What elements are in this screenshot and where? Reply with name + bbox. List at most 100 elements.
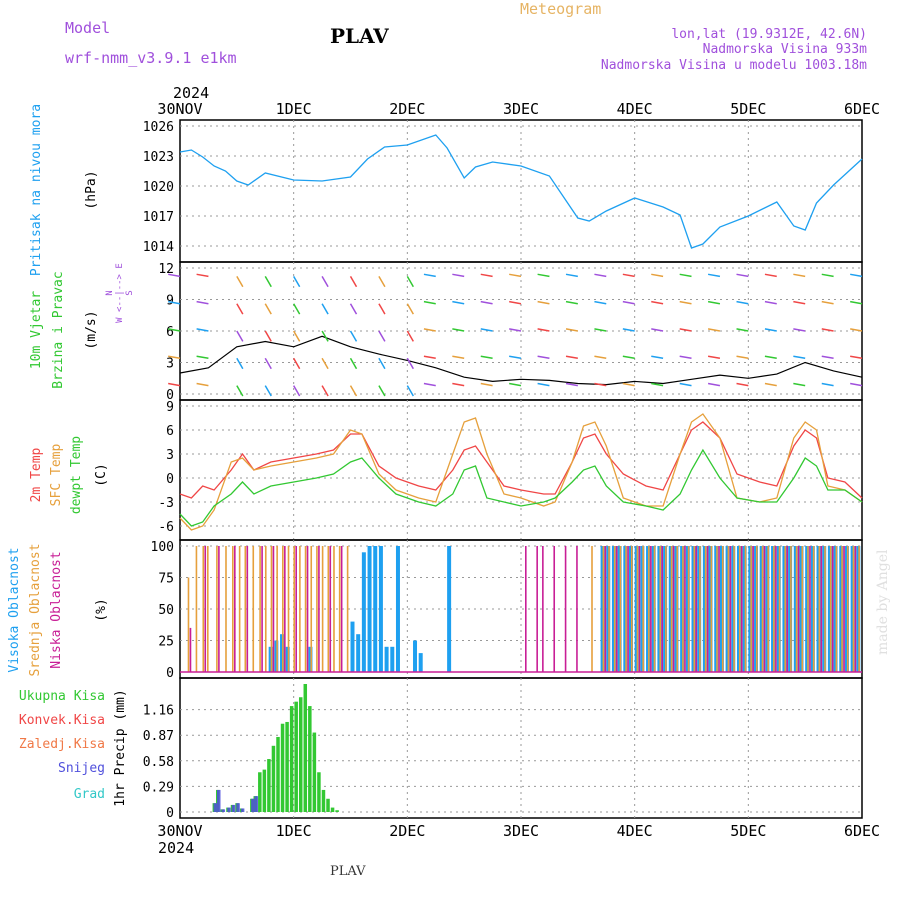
precip-legend: Ukupna Kisa Konvek.Kisa Zaledj.Kisa Snij… <box>19 689 128 807</box>
wind-arrow <box>264 330 272 342</box>
wind-arrow <box>679 300 692 305</box>
wind-arrow <box>707 382 721 387</box>
cloud-bar <box>333 546 335 672</box>
cloud-bar <box>318 546 320 672</box>
pressure-ytick-label: 1014 <box>143 240 174 255</box>
plot-area: 30NOV 30NOV 1DEC 1DEC 2DEC 2DEC 3DEC 3DEC 4DEC 4D… <box>143 100 880 840</box>
cloud-bar <box>384 646 389 672</box>
wind-arrow <box>196 273 209 278</box>
cloud-bar <box>761 546 764 672</box>
cloud-bar <box>699 546 701 672</box>
precip-bar <box>280 723 285 812</box>
cloud-bar <box>413 640 418 672</box>
wind-line-1 <box>179 335 863 386</box>
time-tick-top: 2DEC <box>389 100 425 118</box>
wind-arrow <box>736 382 749 387</box>
cloud-bar <box>846 546 849 672</box>
cloud-bar <box>756 546 758 672</box>
cloud-bar <box>321 546 324 672</box>
wind-arrow <box>850 300 863 305</box>
year-top: 2024 <box>173 84 209 102</box>
cloud-bar <box>232 546 234 672</box>
precip-bar <box>294 701 298 812</box>
cloud-ytick-label: 0 <box>166 666 174 681</box>
temp-ytick-label: -6 <box>158 520 174 535</box>
cloud-bar <box>361 552 366 672</box>
legend-frz-rain: Zaledj.Kisa <box>19 737 105 752</box>
wind-arrow <box>651 300 664 305</box>
cloud-bar <box>287 546 290 672</box>
wind-arrow <box>293 357 301 370</box>
precip-bar <box>326 798 330 812</box>
wind-arrow <box>793 273 806 278</box>
cloud-bar <box>447 546 452 672</box>
cloud-bar <box>775 546 777 672</box>
wind-arrow <box>349 385 358 397</box>
cloud-ytick-label: 100 <box>151 540 174 555</box>
cloud-bar <box>310 546 313 672</box>
wind-arrow <box>168 300 181 305</box>
wind-arrow <box>236 330 244 342</box>
wind-arrow <box>821 328 834 332</box>
wind-arrow <box>850 355 863 360</box>
cloud-bar <box>264 546 267 672</box>
model-label: Model <box>65 19 110 37</box>
cloud-bar <box>630 546 633 672</box>
cloud-bar <box>284 546 286 672</box>
cloud-bar <box>591 546 593 672</box>
cloud-bar <box>650 546 652 672</box>
cloud-bar <box>316 546 318 672</box>
precip-bar <box>335 810 339 812</box>
cloud-bar <box>778 546 781 672</box>
wind-ytick-label: 12 <box>158 262 174 277</box>
cloud-bar <box>244 546 247 672</box>
wind-arrow <box>764 382 777 387</box>
wind-arrow <box>537 355 550 360</box>
precip-bar <box>236 803 240 812</box>
cloud-bar <box>687 546 690 672</box>
wind-arrow <box>707 273 721 278</box>
cloud-bar <box>797 546 800 672</box>
cloud-bar <box>773 546 775 672</box>
wind-arrow <box>651 382 664 387</box>
temp-unit: (C) <box>94 463 109 486</box>
footer-station: PLAV <box>330 864 366 879</box>
time-tick-bottom: 5DEC <box>730 822 766 840</box>
wind-arrow <box>452 355 465 360</box>
wind-arrow <box>293 385 301 397</box>
precip-bar <box>213 803 218 812</box>
cloud-bar <box>852 546 855 672</box>
wind-arrow <box>594 300 607 305</box>
wind-arrow <box>509 355 522 360</box>
cloud-bar <box>627 546 629 672</box>
cloud-bar <box>812 546 815 672</box>
wind-arrow <box>764 273 777 278</box>
cloud-bar <box>282 546 284 672</box>
cloud-bar <box>252 546 255 672</box>
cloud-bar <box>373 546 378 672</box>
wind-arrow <box>236 385 244 397</box>
pressure-ytick-label: 1026 <box>143 120 174 135</box>
wind-arrow <box>423 328 436 332</box>
cloud-bar <box>672 546 675 672</box>
precip-bar <box>258 772 262 812</box>
wind-arrow <box>793 355 806 360</box>
wind-arrow <box>679 273 692 278</box>
wind-arrow <box>378 303 386 315</box>
wind-arrow <box>651 355 664 360</box>
precip-bar <box>271 745 276 812</box>
cloud-bar <box>843 546 845 672</box>
cloud-bar <box>536 546 538 672</box>
wind-unit: (m/s) <box>84 310 99 349</box>
precip-ytick-label: 0.87 <box>143 729 174 744</box>
cloud-bar <box>854 546 857 672</box>
wind-arrow <box>168 355 181 360</box>
cloud-bar <box>795 546 798 672</box>
cloud-bar <box>299 546 301 672</box>
cloud-bar <box>207 546 209 672</box>
dewpt-axis-title: dewpt Temp <box>69 436 84 514</box>
pressure-ytick-label: 1017 <box>143 210 174 225</box>
cloud-bar <box>807 546 809 672</box>
cloud-bar <box>809 546 811 672</box>
